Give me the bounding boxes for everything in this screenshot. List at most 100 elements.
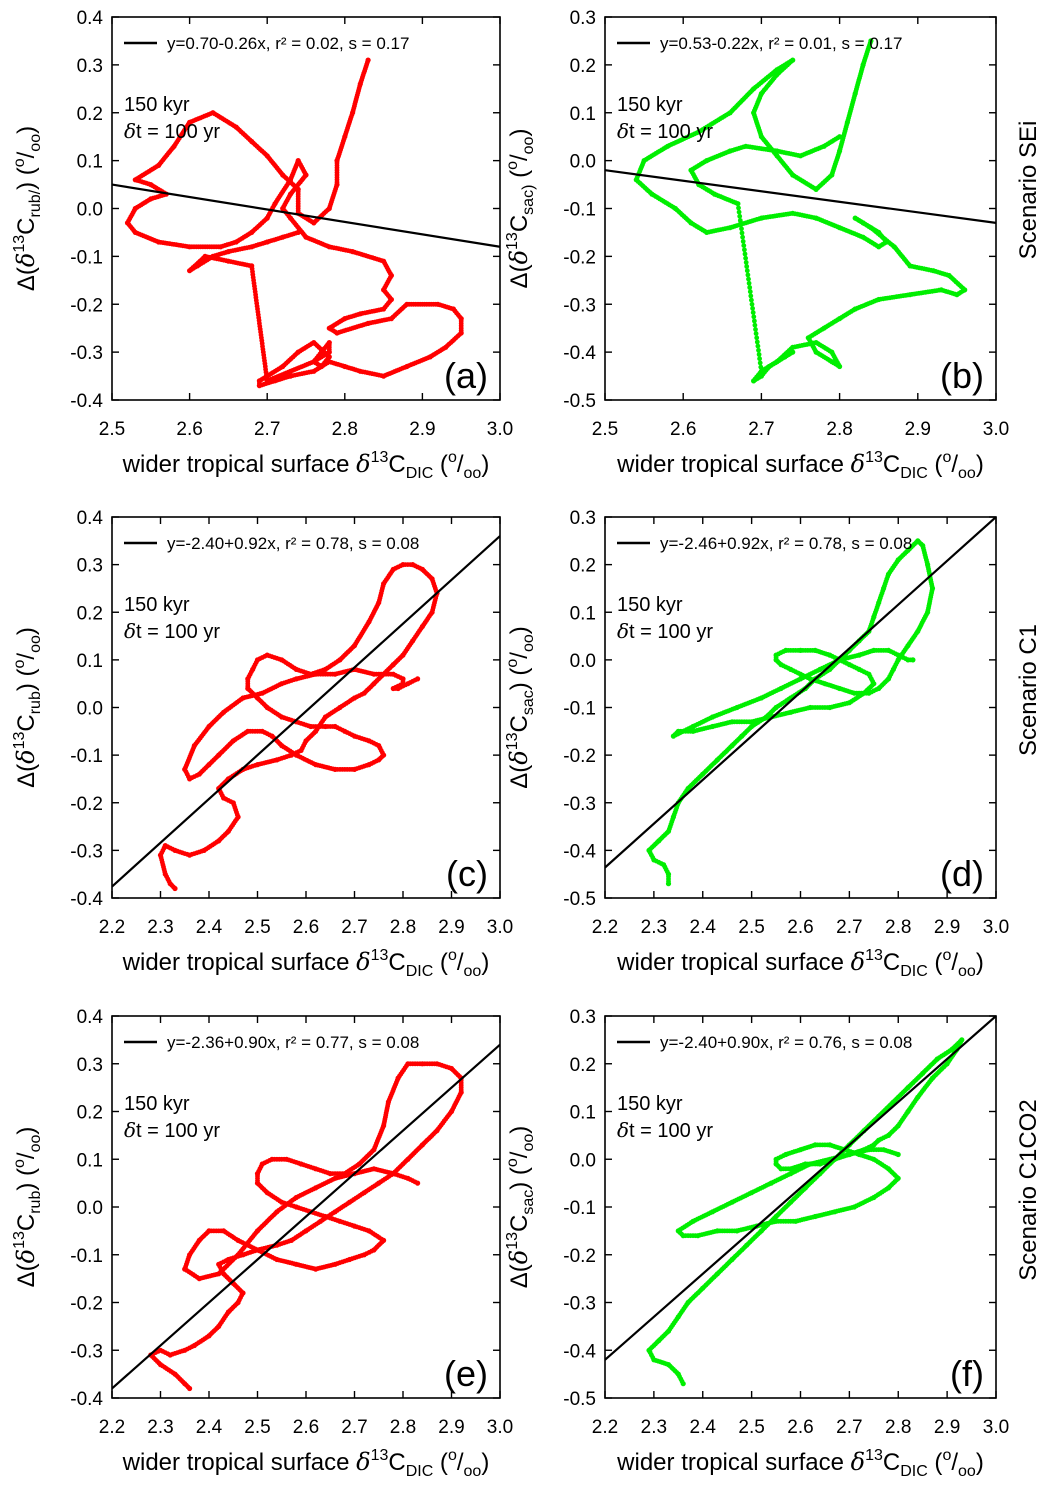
data-point — [837, 134, 843, 140]
x-label-symbol: δ — [356, 948, 370, 976]
regression-line — [605, 1016, 996, 1361]
y-tick-label: -0.1 — [563, 1198, 596, 1219]
x-label-c: C — [388, 1449, 405, 1476]
y-label-sup: 13 — [504, 232, 521, 250]
y-tick-label: 0.3 — [77, 1055, 103, 1076]
data-point — [757, 356, 762, 362]
scenario-label: Scenario C1 — [1015, 624, 1042, 756]
data-point — [751, 314, 757, 320]
y-tick-label: -0.3 — [70, 841, 103, 862]
x-axis-label: wider tropical surface δ13CDIC (o/oo) — [616, 449, 984, 482]
y-label-sub: sac — [520, 690, 537, 715]
step-label-symbol: δ — [617, 119, 629, 143]
x-label-unit-o: o — [942, 947, 951, 964]
x-label-sub: DIC — [406, 963, 434, 980]
data-point — [746, 276, 751, 282]
y-label-symbol: δ — [505, 750, 533, 764]
data-point — [757, 360, 763, 366]
y-label-close: ( — [506, 170, 533, 185]
x-label-unit-o: o — [942, 1447, 951, 1464]
x-tick-label: 2.8 — [332, 419, 358, 440]
x-label-unit-oo: oo — [464, 465, 482, 482]
panel-a: 2.5 2.6 2.7 2.8 2.9 3.0 -0.4 -0.3 -0.2 -0.1 0.0 0.1… — [11, 8, 513, 482]
data-point — [750, 310, 756, 315]
y-tick-label: 0.0 — [570, 1150, 596, 1171]
data-point — [739, 230, 745, 236]
data-point — [758, 368, 765, 374]
x-tick-label: 2.3 — [147, 1417, 173, 1438]
y-tick-label: 0.3 — [570, 8, 596, 29]
x-label-unit-close: ) — [976, 451, 984, 478]
period-label: 150 kyr — [617, 594, 683, 616]
y-tick-label: -0.2 — [563, 746, 596, 767]
panel-letter: (d) — [940, 853, 984, 894]
period-label: 150 kyr — [124, 594, 190, 616]
panel-f: 2.2 2.3 2.4 2.5 2.6 2.7 2.8 2.9 3.0 -0.5 -0.4 -0.3 -… — [504, 1007, 1009, 1480]
regression-line — [605, 517, 996, 869]
y-tick-label: 0.3 — [77, 56, 103, 77]
x-tick-label: 2.6 — [293, 917, 319, 938]
y-label-unit-slash: / — [506, 1151, 533, 1158]
regression-line — [112, 183, 500, 248]
step-label: δt = 100 yr — [617, 619, 713, 643]
y-tick-label: 0.0 — [570, 651, 596, 672]
step-label-text: t = 100 yr — [136, 121, 220, 143]
x-tick-label: 2.6 — [176, 419, 202, 440]
data-point — [753, 327, 758, 332]
x-axis-label: wider tropical surface δ13CDIC (o/oo) — [122, 449, 490, 482]
x-label-main: wider tropical surface — [616, 451, 850, 478]
data-point — [747, 285, 753, 290]
data-point — [737, 218, 743, 223]
legend-fit-label: y=-2.40+0.92x, r² = 0.78, s = 0.08 — [167, 534, 419, 553]
x-label-unit-slash: / — [951, 1449, 958, 1476]
x-label-main: wider tropical surface — [616, 1449, 850, 1476]
data-point — [744, 268, 750, 274]
x-label-unit-open: ( — [928, 451, 943, 478]
step-label-text: t = 100 yr — [136, 621, 220, 643]
y-tick-label: -0.3 — [563, 794, 596, 815]
y-label-sub: rub — [27, 1191, 44, 1214]
y-label-c: C — [13, 217, 40, 234]
x-axis-label: wider tropical surface δ13CDIC (o/oo) — [122, 1447, 490, 1480]
data-points — [148, 1061, 464, 1392]
y-label-unit-oo: oo — [27, 635, 44, 653]
y-label-unit-oo: oo — [520, 1134, 537, 1152]
y-label-unit-close: ) — [13, 1127, 40, 1135]
y-tick-label: -0.5 — [563, 889, 596, 910]
x-label-unit-slash: / — [457, 451, 464, 478]
step-label: δt = 100 yr — [124, 119, 220, 143]
data-points — [157, 562, 440, 892]
step-label-symbol: δ — [617, 1118, 629, 1142]
y-tick-label: 0.4 — [77, 8, 104, 29]
x-tick-label: 2.7 — [748, 419, 774, 440]
y-label-delta: Δ( — [506, 765, 533, 789]
plot-frame — [111, 16, 501, 401]
x-label-unit-oo: oo — [958, 1463, 976, 1480]
x-tick-label: 2.8 — [390, 1417, 416, 1438]
y-tick-label: -0.4 — [70, 889, 103, 910]
x-tick-label: 3.0 — [983, 917, 1009, 938]
x-tick-label: 2.5 — [244, 1417, 270, 1438]
x-tick-label: 2.4 — [196, 1417, 223, 1438]
y-tick-label: -0.5 — [563, 391, 596, 412]
legend-fit-label: y=0.53-0.22x, r² = 0.01, s = 0.17 — [660, 34, 902, 53]
y-tick-label: -0.2 — [563, 1246, 596, 1267]
data-point — [740, 234, 745, 240]
y-tick-label: 0.1 — [77, 651, 103, 672]
x-tick-label: 2.9 — [438, 917, 464, 938]
x-tick-label: 2.6 — [787, 917, 813, 938]
y-label-c: C — [506, 215, 533, 232]
step-label-text: t = 100 yr — [629, 1120, 713, 1142]
y-label-close: ) ( — [13, 1168, 40, 1191]
x-tick-label: 2.6 — [787, 1417, 813, 1438]
data-point — [738, 222, 744, 228]
x-tick-label: 2.5 — [592, 419, 618, 440]
regression-line — [112, 535, 500, 888]
y-tick-label: 0.0 — [77, 699, 103, 720]
data-points — [646, 538, 936, 887]
x-tick-label: 2.3 — [641, 1417, 667, 1438]
x-axis-label: wider tropical surface δ13CDIC (o/oo) — [122, 947, 490, 980]
y-tick-label: -0.4 — [563, 841, 596, 862]
y-label-c: C — [13, 1214, 40, 1231]
